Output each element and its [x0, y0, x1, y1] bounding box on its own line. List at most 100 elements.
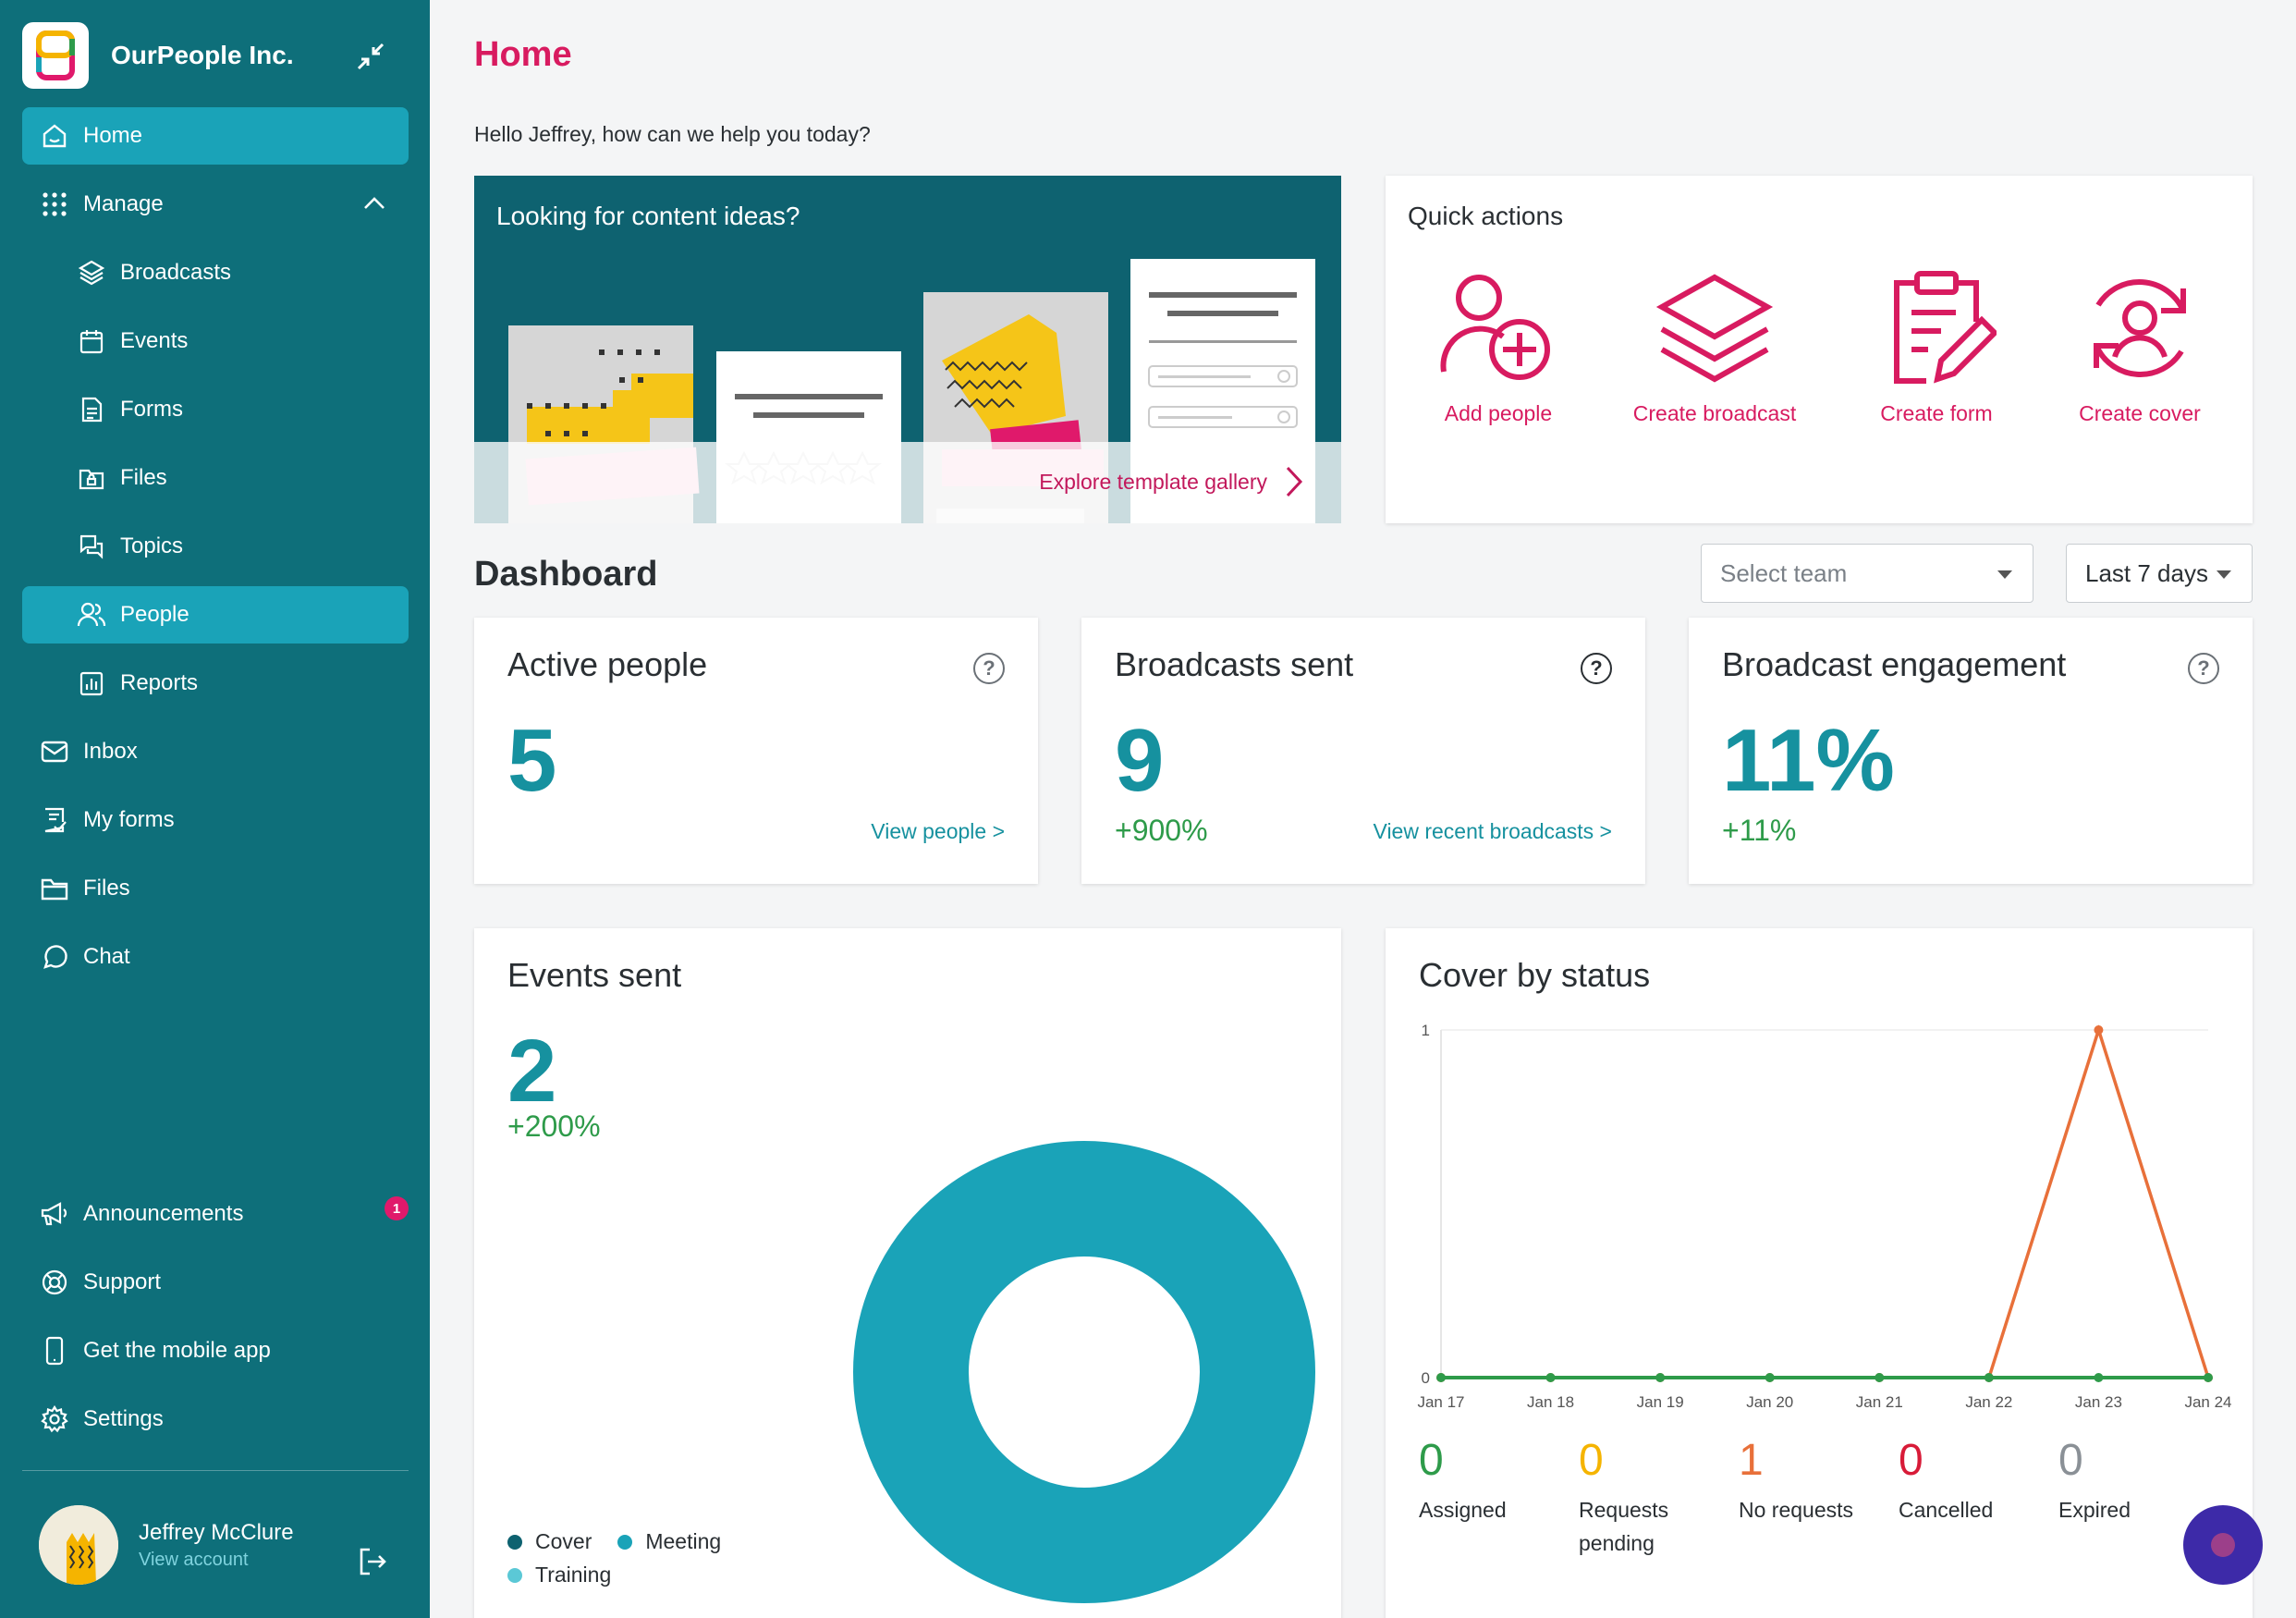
card-title: Broadcasts sent — [1115, 645, 1354, 683]
brand[interactable]: OurPeople Inc. — [22, 22, 294, 89]
events-donut-chart — [853, 1141, 1315, 1603]
megaphone-icon — [39, 1198, 70, 1230]
folder-icon — [39, 873, 70, 904]
sidebar-item-label: Announcements — [83, 1201, 244, 1226]
sidebar-bottom-nav: Announcements 1 Support Get the mobile a… — [22, 1185, 409, 1459]
data-point[interactable] — [2094, 1025, 2104, 1035]
explore-template-gallery-link[interactable]: Explore template gallery — [1039, 470, 1267, 494]
sidebar-item-events[interactable]: Events — [22, 313, 409, 370]
sidebar-item-label: Get the mobile app — [83, 1338, 271, 1363]
x-tick-label: Jan 18 — [1527, 1393, 1574, 1411]
sidebar-item-label: Topics — [120, 533, 184, 558]
collapse-sidebar-icon[interactable] — [355, 41, 386, 72]
add-people-action[interactable]: Add people — [1406, 268, 1591, 426]
content-ideas-banner[interactable]: Looking for content ideas? Explore templ… — [474, 176, 1341, 523]
layers-icon — [76, 257, 107, 288]
sidebar-item-label: People — [120, 602, 189, 627]
sidebar-item-inbox[interactable]: Inbox — [22, 723, 409, 780]
legend-label-cover: Cover — [535, 1529, 592, 1553]
user-account[interactable]: Jeffrey McClure View account — [39, 1505, 294, 1585]
home-icon — [39, 120, 70, 152]
sidebar-item-label: Reports — [120, 670, 199, 695]
events-delta: +200% — [507, 1109, 601, 1143]
status-label: Cancelled — [1899, 1498, 1994, 1522]
page-title: Home — [474, 35, 572, 74]
help-icon[interactable]: ? — [973, 653, 1005, 684]
sidebar-divider — [22, 1470, 409, 1471]
status-assigned: 0 Assigned — [1419, 1435, 1507, 1526]
quick-actions-title: Quick actions — [1408, 202, 1564, 230]
sidebar-item-reports[interactable]: Reports — [22, 655, 409, 712]
create-cover-action[interactable]: Create cover — [2047, 268, 2232, 426]
series-line — [1441, 1024, 2210, 1379]
data-point[interactable] — [1875, 1373, 1885, 1382]
x-tick-label: Jan 22 — [1965, 1393, 2012, 1411]
cover-line-chart: 0 1 Jan 17 Jan 18 Jan 19 Jan 20 Jan 21 Jan 22 Ja… — [1417, 1022, 2231, 1411]
data-point[interactable] — [1545, 1373, 1556, 1382]
select-team-dropdown[interactable]: Select team — [1701, 544, 2033, 603]
dashboard-title: Dashboard — [474, 555, 658, 594]
sidebar-item-label: Forms — [120, 397, 183, 422]
data-point[interactable] — [1984, 1373, 1994, 1382]
sidebar-item-my-forms[interactable]: My forms — [22, 791, 409, 849]
sidebar-item-label: Inbox — [83, 739, 138, 764]
create-form-action[interactable]: Create form — [1844, 268, 2029, 426]
action-label: Create cover — [2079, 401, 2201, 425]
sidebar-item-label: Events — [120, 328, 189, 353]
card-title: Events sent — [507, 956, 682, 994]
sidebar-item-settings[interactable]: Settings — [22, 1391, 409, 1448]
sidebar-item-mobile-app[interactable]: Get the mobile app — [22, 1322, 409, 1379]
data-point[interactable] — [2204, 1373, 2213, 1382]
donut-slice-meeting[interactable] — [853, 1141, 1315, 1603]
date-range-dropdown[interactable]: Last 7 days — [2066, 544, 2253, 603]
chevron-up-icon[interactable] — [362, 191, 386, 217]
sidebar-item-files[interactable]: Files — [22, 860, 409, 917]
data-point[interactable] — [1655, 1373, 1666, 1382]
card-delta: +900% — [1115, 814, 1208, 847]
sidebar-item-topics[interactable]: Topics — [22, 518, 409, 575]
card-title: Active people — [507, 645, 708, 683]
caret-down-icon — [1997, 570, 2012, 579]
view-people-link[interactable]: View people > — [871, 819, 1005, 843]
data-point[interactable] — [1765, 1373, 1775, 1382]
logout-icon[interactable] — [357, 1546, 388, 1582]
card-title: Broadcast engagement — [1722, 645, 2067, 683]
quick-actions-panel: Quick actions Add people Create broadcas… — [1386, 176, 2253, 523]
chat-launcher-button[interactable] — [2183, 1505, 2263, 1585]
sidebar-item-label: Broadcasts — [120, 260, 232, 285]
data-point[interactable] — [1436, 1373, 1446, 1382]
help-icon[interactable]: ? — [2188, 653, 2219, 684]
x-tick-label: Jan 19 — [1637, 1393, 1684, 1411]
sidebar-item-manage[interactable]: Manage — [22, 176, 409, 233]
legend-swatch-cover — [507, 1534, 522, 1550]
sidebar-item-people[interactable]: People — [22, 586, 409, 644]
legend-label-training: Training — [535, 1563, 612, 1587]
sidebar-item-label: Files — [83, 876, 130, 901]
y-tick-label: 0 — [1422, 1369, 1430, 1387]
cover-by-status-card: Cover by status 0 1 Jan 17 Jan 18 Jan 19 Jan … — [1386, 928, 2253, 1618]
data-point[interactable] — [2094, 1373, 2104, 1382]
create-broadcast-action[interactable]: Create broadcast — [1622, 268, 1807, 426]
form-check-icon — [39, 804, 70, 836]
view-account-link[interactable]: View account — [139, 1549, 249, 1570]
sidebar-item-announcements[interactable]: Announcements 1 — [22, 1185, 409, 1243]
content-ideas-title: Looking for content ideas? — [496, 202, 800, 230]
card-value: 9 — [1115, 711, 1165, 810]
status-value: 0 — [1579, 1436, 1604, 1485]
sidebar-item-chat[interactable]: Chat — [22, 928, 409, 986]
help-icon[interactable]: ? — [1581, 653, 1612, 684]
sidebar-item-broadcasts[interactable]: Broadcasts — [22, 244, 409, 301]
sidebar-item-label: Chat — [83, 944, 130, 969]
sidebar-item-forms[interactable]: Forms — [22, 381, 409, 438]
status-value: 0 — [1899, 1436, 1924, 1485]
document-icon — [76, 394, 107, 425]
view-recent-broadcasts-link[interactable]: View recent broadcasts > — [1373, 819, 1612, 843]
sidebar-item-support[interactable]: Support — [22, 1254, 409, 1311]
action-label: Add people — [1444, 401, 1553, 425]
sidebar: OurPeople Inc. Home Manage Broadcasts Ev… — [0, 0, 430, 1618]
sidebar-item-home[interactable]: Home — [22, 107, 409, 165]
legend-label-meeting: Meeting — [645, 1529, 722, 1553]
sidebar-item-files-manage[interactable]: Files — [22, 449, 409, 507]
chevron-right-icon[interactable] — [1284, 464, 1304, 504]
action-label: Create form — [1880, 401, 1993, 425]
